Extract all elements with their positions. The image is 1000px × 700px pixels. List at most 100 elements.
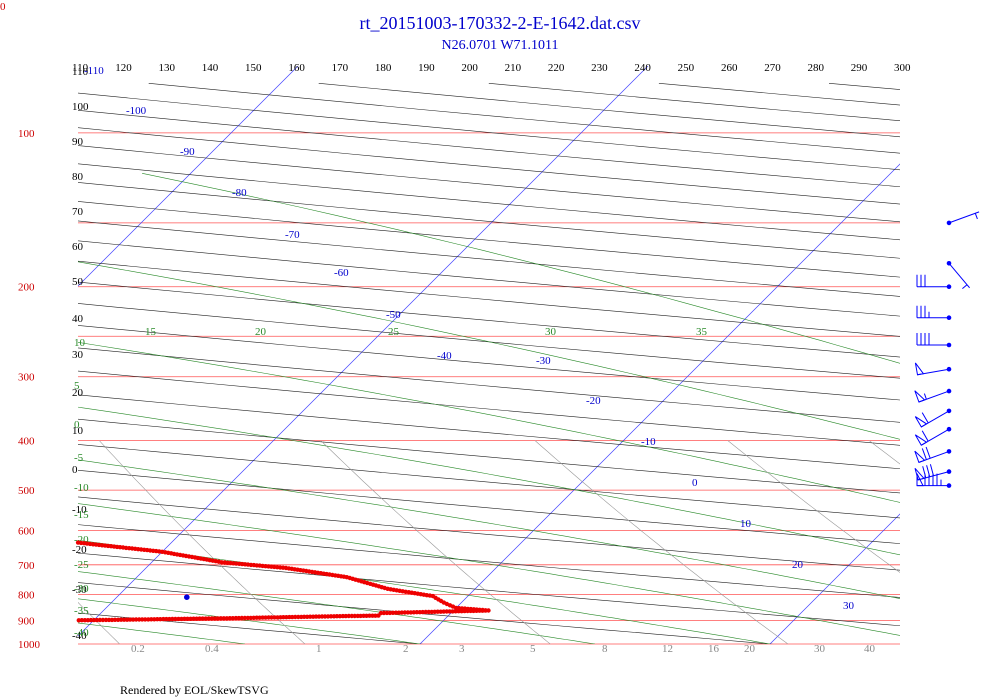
wind-barb-station: [947, 427, 952, 432]
isotherm-label: 10: [740, 518, 752, 530]
dry-adiabat-line: [0, 83, 1000, 655]
credit-text: Rendered by EOL/SkewTSVG: [120, 683, 269, 697]
wind-barb-staff: [949, 263, 970, 287]
mixing-ratio-label: 30: [814, 643, 826, 655]
moist-adiabat-top-label: 25: [388, 326, 400, 338]
moist-adiabat-left-label: -30: [74, 583, 89, 595]
theta-top-label: 280: [807, 62, 824, 74]
mixing-ratio-label: 3: [459, 643, 465, 655]
moist-adiabat-line: [0, 173, 770, 644]
wind-barb: [917, 275, 951, 289]
moist-adiabat-line: [0, 173, 1000, 644]
dry-adiabat-line: [0, 83, 1000, 655]
dry-adiabat-line: [0, 83, 1000, 655]
isotherm-label: -90: [180, 146, 195, 158]
theta-left-label: 0: [72, 464, 78, 476]
pressure-label: 400: [18, 436, 35, 448]
dry-adiabat-line: [489, 83, 1000, 655]
dewpoint-point: [184, 594, 190, 600]
dry-adiabat-line: [0, 83, 1000, 655]
theta-top-label: 300: [894, 62, 911, 74]
isotherm-label: -50: [386, 309, 401, 321]
isotherm-label: 30: [843, 600, 855, 612]
theta-top-label: 170: [332, 62, 349, 74]
wind-barb-half: [924, 394, 926, 400]
theta-left-label: 50: [72, 276, 84, 288]
wind-barb: [947, 261, 970, 289]
mixing-ratio-line: [99, 441, 305, 644]
wind-barb: [915, 427, 951, 445]
moist-adiabat-top-label: 35: [696, 326, 708, 338]
theta-left-label: 40: [72, 313, 84, 325]
moist-adiabat-left-label: -15: [74, 509, 89, 521]
mixing-ratio-label: 2: [403, 643, 409, 655]
pressure-label: 1000: [18, 639, 41, 651]
theta-left-label: 30: [72, 349, 84, 361]
theta-top-label: 250: [678, 62, 695, 74]
isotherm-label: -60: [334, 267, 349, 279]
moist-adiabat-left-label: 10: [74, 337, 86, 349]
theta-left-label: 100: [72, 101, 89, 113]
isotherm-label: -70: [285, 229, 300, 241]
dry-adiabat-line: [0, 83, 1000, 655]
isotherm-label: -10: [641, 436, 656, 448]
moist-adiabat-line: [142, 173, 1000, 644]
isotherm-line: [770, 66, 1000, 644]
moist-adiabat-line: [0, 173, 945, 644]
wind-barb-staff: [949, 212, 979, 223]
wind-barbs: [915, 212, 979, 488]
dry-adiabat-line: [0, 83, 1000, 655]
theta-top-label: 200: [461, 62, 478, 74]
dry-adiabat-line: [0, 83, 1000, 655]
theta-left-label: 90: [72, 136, 84, 148]
wind-barb-flag: [915, 391, 925, 402]
moist-adiabat-line: [0, 173, 1000, 644]
wind-barb-full: [926, 447, 930, 458]
dry-adiabat-line: [0, 83, 1000, 655]
theta-top-label: 150: [245, 62, 262, 74]
moist-adiabat-line: [0, 173, 245, 644]
wind-barb: [915, 447, 952, 462]
theta-top-label: 140: [202, 62, 219, 74]
wind-barb-station: [947, 221, 952, 226]
wind-barb-half: [962, 285, 967, 289]
chart-title: rt_20151003-170332-2-E-1642.dat.csv: [360, 13, 641, 33]
wind-barb-half: [975, 213, 977, 219]
wind-barb: [915, 409, 951, 427]
dry-adiabat-line: [0, 83, 1000, 655]
pressure-label: 500: [18, 485, 35, 497]
moist-adiabat-left-label: -10: [74, 482, 89, 494]
moist-adiabat-left-label: 0: [74, 419, 80, 431]
moist-adiabat-left-label: -5: [74, 452, 84, 464]
moist-adiabat-top-label: 20: [255, 326, 267, 338]
theta-top-label: 190: [418, 62, 435, 74]
theta-top-label: 260: [721, 62, 738, 74]
theta-top-label: 270: [764, 62, 781, 74]
wind-barb-full: [922, 448, 926, 459]
moist-adiabat-left-label: -35: [74, 605, 89, 617]
dry-adiabat-line: [0, 83, 1000, 655]
theta-left-label: 60: [72, 241, 84, 253]
theta-left-label: 80: [72, 171, 84, 183]
dry-adiabat-line: [0, 83, 1000, 655]
dry-adiabat-line: [829, 83, 1000, 655]
dry-adiabat-line: [0, 83, 1000, 655]
wind-barb: [915, 389, 952, 402]
wind-barb-flag: [915, 363, 923, 375]
theta-top-label: 130: [159, 62, 176, 74]
theta-top-label: 230: [591, 62, 608, 74]
wind-barb: [917, 333, 951, 347]
theta-top-label: 180: [375, 62, 392, 74]
mixing-ratio-line: [535, 441, 788, 644]
dry-adiabat-line: [319, 83, 1000, 655]
theta-top-label: 210: [505, 62, 522, 74]
mixing-ratio-label: 20: [744, 643, 756, 655]
wind-barb-flag: [915, 435, 926, 445]
mixing-ratio-line: [981, 441, 1000, 644]
dry-adiabat-line: [0, 83, 1000, 655]
wind-barb-flag: [915, 417, 926, 427]
isotherm-label: -40: [437, 350, 452, 362]
theta-top-label: 240: [634, 62, 651, 74]
isobar-lines: [78, 133, 900, 644]
mixing-ratio-label: 12: [662, 643, 673, 655]
